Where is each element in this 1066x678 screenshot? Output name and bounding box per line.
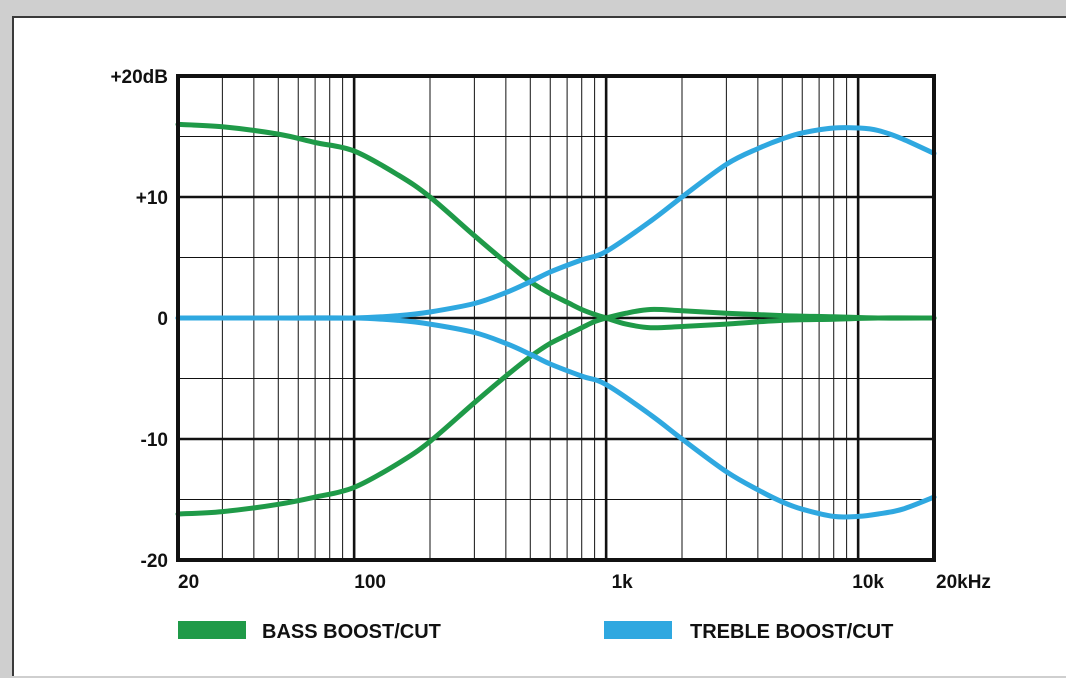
legend-swatch	[178, 621, 246, 639]
y-tick-label: -20	[141, 551, 168, 572]
legend-label: BASS BOOST/CUT	[262, 621, 441, 643]
x-tick-label: 10k	[852, 572, 884, 593]
legend: BASS BOOST/CUT TREBLE BOOST/CUT	[178, 621, 893, 643]
legend-swatch	[604, 621, 672, 639]
bass-cut-curve	[175, 306, 937, 517]
x-tick-label: 20kHz	[936, 572, 991, 593]
y-tick-label: +20dB	[110, 67, 168, 88]
treble-boost-curve	[175, 125, 937, 321]
tick-labels: +20dB +10 0 -10 -20 20 100 1k 10k 20kHz	[110, 67, 990, 593]
y-tick-label: +10	[136, 188, 168, 209]
curves	[175, 121, 937, 520]
y-tick-label: 0	[157, 309, 168, 330]
x-tick-label: 1k	[612, 572, 634, 593]
legend-label: TREBLE BOOST/CUT	[690, 621, 893, 643]
y-tick-label: -10	[141, 430, 168, 451]
chart-svg: +20dB +10 0 -10 -20 20 100 1k 10k 20kHz BASS BOOS…	[110, 67, 990, 643]
x-tick-label: 20	[178, 572, 199, 593]
plot-border	[176, 74, 936, 562]
treble-cut-curve	[175, 315, 937, 520]
x-tick-label: 100	[354, 572, 386, 593]
chart-frame: +20dB +10 0 -10 -20 20 100 1k 10k 20kHz BASS BOOS…	[12, 16, 1066, 676]
bass-boost-curve	[175, 121, 937, 331]
